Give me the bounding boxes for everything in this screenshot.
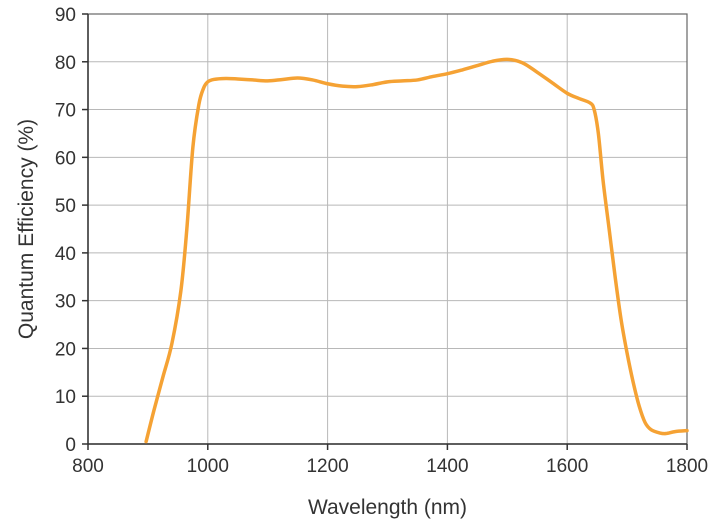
y-tick-label-90: 90 <box>55 5 76 26</box>
y-tick-label-20: 20 <box>55 339 76 360</box>
grid <box>88 14 687 444</box>
y-tick-label-80: 80 <box>55 53 76 74</box>
x-axis-title: Wavelength (nm) <box>308 496 467 519</box>
plot-frame <box>87 13 688 445</box>
x-tick-label-1600: 1600 <box>546 456 588 477</box>
x-tick-label-1800: 1800 <box>666 456 708 477</box>
series-group <box>144 57 689 444</box>
y-tick-label-0: 0 <box>65 435 76 456</box>
x-tick-label-800: 800 <box>72 456 104 477</box>
y-tick-label-60: 60 <box>55 148 76 169</box>
x-tick-label-1400: 1400 <box>426 456 468 477</box>
y-tick-labels: 0 10 20 30 40 50 60 70 80 90 <box>55 5 76 456</box>
x-tick-labels: 800 1000 1200 1400 1600 1800 <box>72 456 708 477</box>
x-tick-label-1200: 1200 <box>306 456 348 477</box>
axes <box>82 13 688 450</box>
series-line-0 <box>144 57 689 444</box>
y-tick-label-50: 50 <box>55 196 76 217</box>
y-tick-label-30: 30 <box>55 292 76 313</box>
y-tick-label-40: 40 <box>55 244 76 265</box>
y-tick-label-10: 10 <box>55 387 76 408</box>
y-axis-title: Quantum Efficiency (%) <box>15 119 38 339</box>
x-tick-label-1000: 1000 <box>187 456 229 477</box>
y-tick-label-70: 70 <box>55 101 76 122</box>
